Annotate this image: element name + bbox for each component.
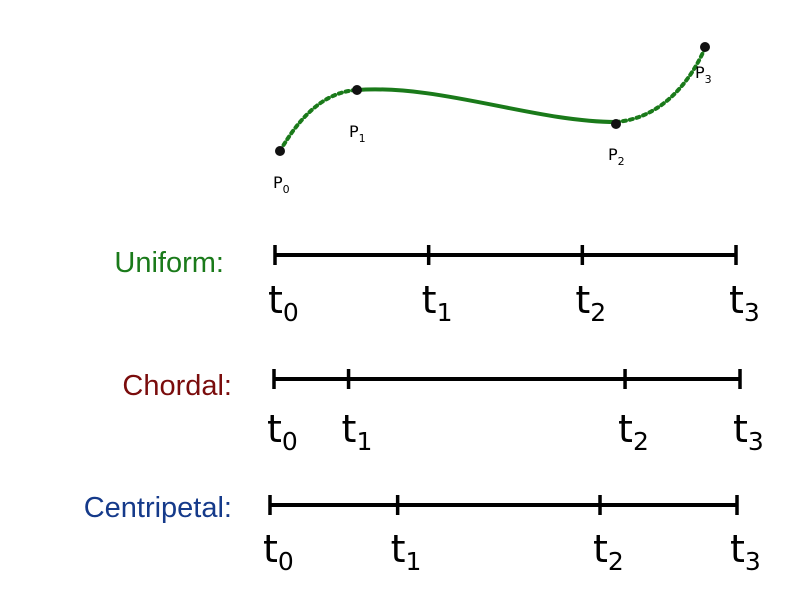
tick-label-chordal-t2: t2 [618, 407, 649, 456]
tick-label-uniform-t3: t3 [729, 278, 760, 327]
tick-label-centripetal-t1: t1 [391, 527, 422, 576]
tick-label-uniform-t1: t1 [422, 278, 453, 327]
parameter-lines: t0 t1 t2 t3 t0 t1 t2 t3 t0 t1 t2 t3 [263, 245, 764, 576]
control-point-p3 [700, 42, 710, 52]
curve-segment-p0-p1 [278, 88, 359, 153]
control-point-p0 [275, 146, 285, 156]
tick-label-chordal-t1: t1 [342, 407, 373, 456]
curve-segment-p1-p2 [355, 87, 618, 124]
control-point-label-p1: P1 [349, 122, 366, 145]
tick-label-centripetal-t0: t0 [263, 527, 294, 576]
control-point-label-p3: P3 [695, 63, 712, 86]
tick-label-centripetal-t3: t3 [730, 527, 761, 576]
row-label-chordal: Chordal: [122, 370, 232, 402]
tick-label-centripetal-t2: t2 [593, 527, 624, 576]
control-point-p2 [611, 119, 621, 129]
row-label-uniform: Uniform: [114, 247, 224, 279]
control-point-label-p2: P2 [608, 145, 625, 168]
control-point-p1 [352, 85, 362, 95]
tick-label-chordal-t0: t0 [267, 407, 298, 456]
spline-curve-group [278, 46, 707, 153]
tick-label-chordal-t3: t3 [733, 407, 764, 456]
curve-segment-p2-p3 [614, 46, 707, 124]
control-point-label-p0: P0 [273, 173, 290, 196]
tick-label-uniform-t0: t0 [268, 278, 299, 327]
tick-label-uniform-t2: t2 [575, 278, 606, 327]
control-point-labels: P0 P1 P2 P3 [273, 63, 712, 196]
row-label-centripetal: Centripetal: [84, 492, 232, 524]
control-points [275, 42, 710, 156]
